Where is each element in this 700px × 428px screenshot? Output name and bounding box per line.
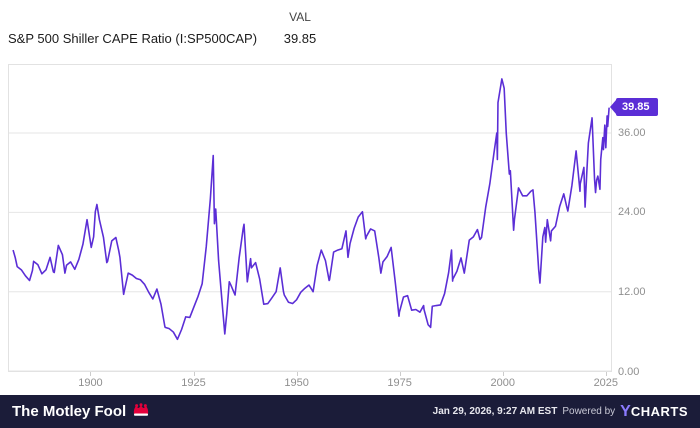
value-column: VAL 39.85 xyxy=(255,10,345,46)
x-tick-label: 1925 xyxy=(181,377,206,389)
ycharts-y-icon: Y xyxy=(620,402,631,420)
x-tick-mark xyxy=(502,372,504,376)
ycharts-logo[interactable]: Y CHARTS xyxy=(620,402,688,420)
x-tick-label: 1900 xyxy=(78,377,103,389)
motley-fool-logo[interactable]: The Motley Fool xyxy=(12,402,150,421)
jester-hat-icon xyxy=(132,402,150,421)
x-tick-mark xyxy=(605,372,607,376)
current-value: 39.85 xyxy=(283,31,317,46)
x-tick-label: 2000 xyxy=(490,377,515,389)
x-tick-label: 1975 xyxy=(387,377,412,389)
timestamp: Jan 29, 2026, 9:27 AM EST xyxy=(432,406,558,417)
powered-by-label: Powered by xyxy=(562,406,616,417)
x-tick-label: 1950 xyxy=(284,377,309,389)
plot-area[interactable] xyxy=(8,64,612,372)
last-value-badge: 39.85 xyxy=(616,97,658,116)
x-tick-mark xyxy=(399,372,401,376)
x-tick-mark xyxy=(90,372,92,376)
ycharts-wordmark: CHARTS xyxy=(630,403,688,419)
x-tick-label: 2025 xyxy=(593,377,619,389)
motley-fool-wordmark: The Motley Fool xyxy=(12,403,127,420)
value-column-header: VAL xyxy=(289,10,311,24)
chart-svg xyxy=(9,78,611,371)
y-tick-label: 12.00 xyxy=(618,286,646,299)
x-tick-mark xyxy=(296,372,298,376)
y-tick-label: 24.00 xyxy=(618,206,646,219)
y-tick-label: 36.00 xyxy=(618,126,646,139)
page-title: S&P 500 Shiller CAPE Ratio (I:SP500CAP) xyxy=(8,31,258,46)
y-tick-label: 0.00 xyxy=(618,366,640,378)
footer-attribution: Jan 29, 2026, 9:27 AM EST Powered by Y C… xyxy=(432,402,688,420)
series-line xyxy=(12,78,610,341)
footer-bar: The Motley Fool Jan 29, 2026, 9:27 AM ES… xyxy=(0,395,700,428)
x-tick-mark xyxy=(193,372,195,376)
